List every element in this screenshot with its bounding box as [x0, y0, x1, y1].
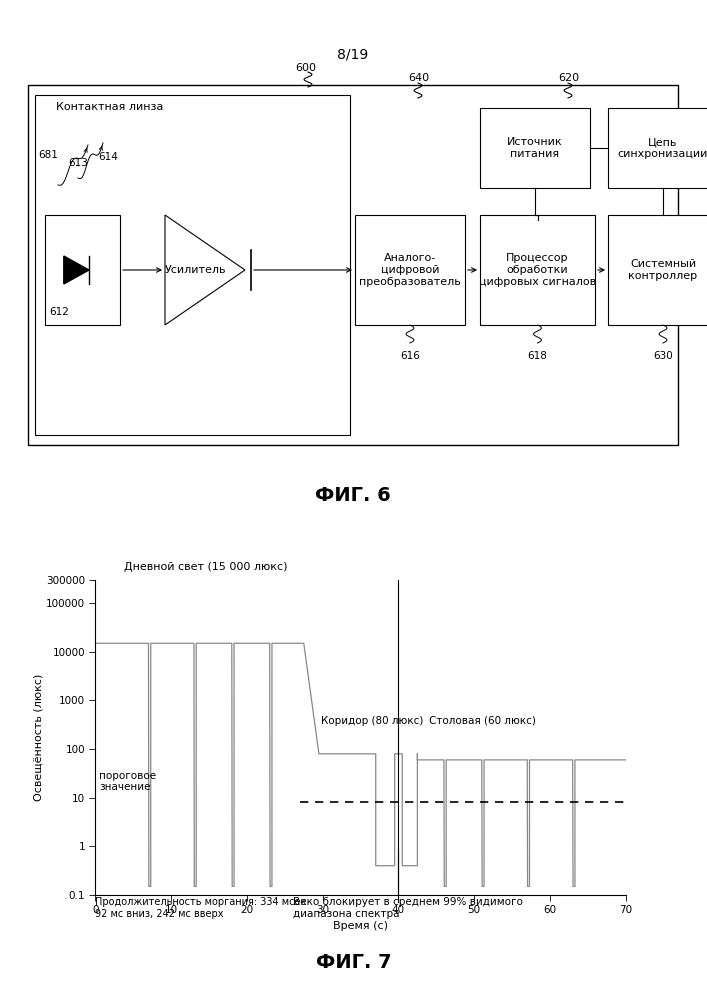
Text: 612: 612 [49, 307, 69, 317]
Text: 613: 613 [68, 158, 88, 168]
Polygon shape [64, 256, 89, 284]
Text: Контактная линза: Контактная линза [57, 102, 164, 112]
FancyBboxPatch shape [480, 215, 595, 325]
FancyBboxPatch shape [608, 108, 707, 188]
Text: Процессор
обработки
цифровых сигналов: Процессор обработки цифровых сигналов [479, 253, 596, 287]
Text: Системный
контроллер: Системный контроллер [629, 259, 698, 281]
Text: 614: 614 [98, 152, 118, 162]
Text: Дневной свет (15 000 люкс): Дневной свет (15 000 люкс) [124, 562, 287, 572]
X-axis label: Время (с): Время (с) [333, 921, 388, 931]
Text: Веко блокирует в среднем 99% видимого
диапазона спектра: Веко блокирует в среднем 99% видимого ди… [293, 897, 523, 919]
Text: 620: 620 [558, 73, 579, 83]
Y-axis label: Освещённость (люкс): Освещённость (люкс) [33, 674, 43, 801]
Text: пороговое
значение: пороговое значение [99, 771, 156, 792]
Text: 640: 640 [408, 73, 429, 83]
Text: 618: 618 [527, 351, 547, 361]
Text: ФИГ. 7: ФИГ. 7 [316, 952, 391, 972]
Text: 630: 630 [653, 351, 673, 361]
Text: Продолжительность моргания: 334 мсек
92 мс вниз, 242 мс вверх: Продолжительность моргания: 334 мсек 92 … [95, 897, 307, 919]
FancyBboxPatch shape [28, 85, 678, 445]
Text: Цепь
синхронизации: Цепь синхронизации [618, 137, 707, 159]
Polygon shape [165, 215, 245, 325]
Text: Источник
питания: Источник питания [507, 137, 563, 159]
Text: ФИГ. 6: ФИГ. 6 [315, 486, 391, 505]
Text: 600: 600 [295, 63, 316, 73]
Text: Усилитель: Усилитель [165, 265, 226, 275]
FancyBboxPatch shape [608, 215, 707, 325]
FancyBboxPatch shape [45, 215, 120, 325]
Text: 616: 616 [400, 351, 420, 361]
Text: Аналого-
цифровой
преобразователь: Аналого- цифровой преобразователь [359, 253, 461, 287]
FancyBboxPatch shape [355, 215, 465, 325]
FancyBboxPatch shape [35, 95, 350, 435]
Text: Столовая (60 люкс): Столовая (60 люкс) [428, 716, 536, 726]
FancyBboxPatch shape [480, 108, 590, 188]
Text: Коридор (80 люкс): Коридор (80 люкс) [321, 716, 423, 726]
Text: 681: 681 [38, 150, 58, 160]
Text: 8/19: 8/19 [337, 48, 368, 62]
